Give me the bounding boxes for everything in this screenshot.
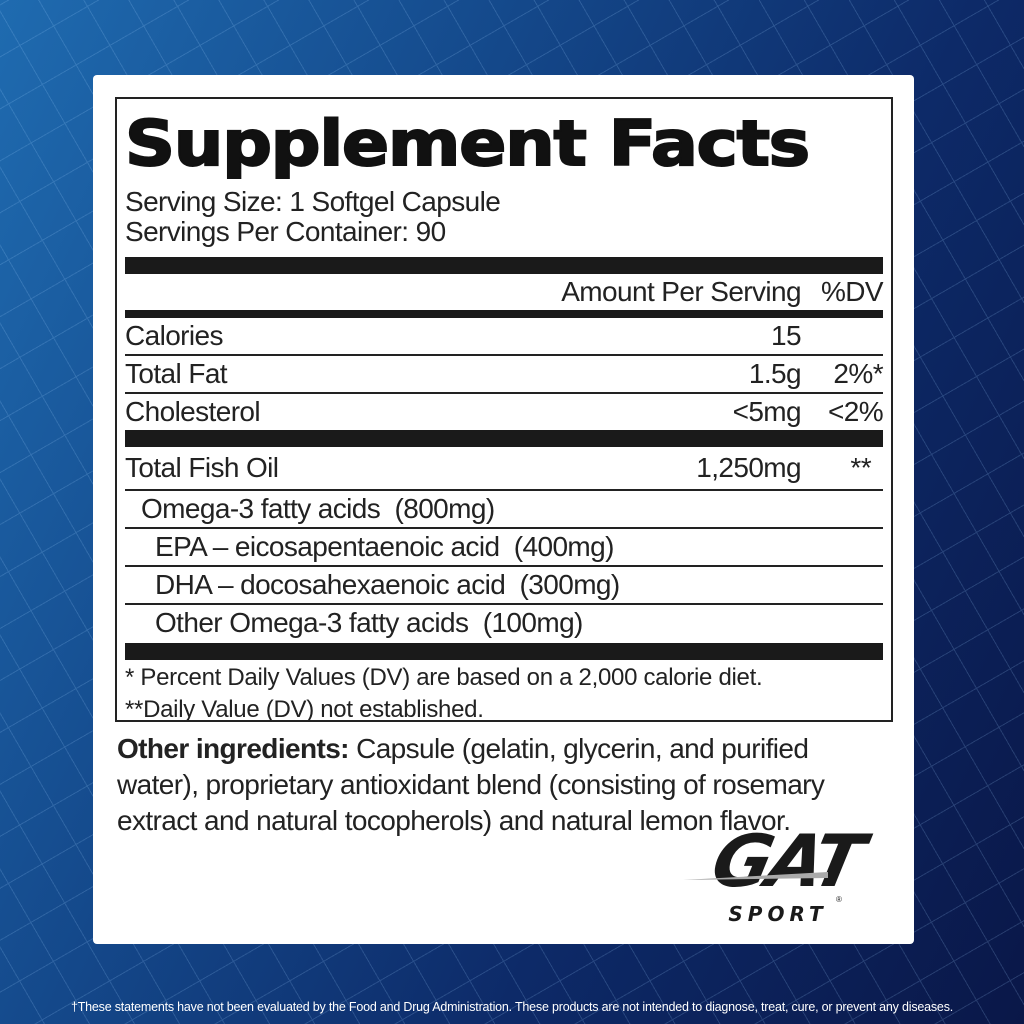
- divider-thick: [125, 257, 883, 274]
- supplement-facts-panel: Supplement Facts Serving Size: 1 Softgel…: [115, 97, 893, 723]
- nutrient-amount: <5mg: [732, 396, 802, 427]
- sub-row: EPA – eicosapentaenoic acid (400mg): [155, 531, 614, 562]
- divider: [125, 565, 883, 567]
- divider-thick: [125, 430, 883, 447]
- nutrient-name: Calories: [125, 320, 224, 351]
- other-ingredients-text: Capsule (gelatin, glycerin, and purified…: [117, 733, 825, 836]
- divider: [125, 527, 883, 529]
- nutrient-dv: 2%*: [833, 358, 883, 389]
- sub-row: Other Omega-3 fatty acids (100mg): [155, 607, 583, 638]
- amount-header: Amount Per Serving: [561, 276, 801, 307]
- nutrient-name: Total Fat: [125, 358, 228, 389]
- fish-oil-row: Total Fish Oil 1,250mg **: [125, 447, 883, 489]
- divider: [125, 489, 883, 491]
- nutrient-amount: 1,250mg: [696, 452, 801, 483]
- nutrient-name: Cholesterol: [125, 396, 261, 427]
- divider-thick: [125, 643, 883, 660]
- header-row: Amount Per Serving %DV: [125, 274, 883, 310]
- divider-medium: [125, 310, 883, 318]
- footnote: **Daily Value (DV) not established.: [125, 696, 484, 723]
- footnote: * Percent Daily Values (DV) are based on…: [125, 664, 763, 691]
- servings-per-container: Servings Per Container: 90: [125, 216, 446, 247]
- svg-text:®: ®: [836, 895, 842, 904]
- nutrient-dv: **: [850, 452, 871, 483]
- svg-text:SPORT: SPORT: [728, 902, 827, 926]
- nutrient-row: Total Fat 1.5g 2%*: [125, 356, 884, 392]
- supplement-card: Supplement Facts Serving Size: 1 Softgel…: [93, 75, 914, 944]
- nutrient-amount: 1.5g: [748, 358, 802, 389]
- dv-header: %DV: [821, 276, 884, 307]
- sub-row: Omega-3 fatty acids (800mg): [141, 493, 495, 524]
- gat-sport-logo: GAT SPORT ®: [683, 820, 877, 926]
- divider: [125, 392, 883, 394]
- nutrient-row: Calories 15: [125, 318, 883, 354]
- divider: [125, 354, 883, 356]
- nutrient-dv: <2%: [827, 396, 884, 427]
- svg-text:GAT: GAT: [705, 820, 877, 904]
- fda-disclaimer: †These statements have not been evaluate…: [70, 1000, 954, 1014]
- other-ingredients-label: Other ingredients:: [117, 733, 349, 764]
- other-ingredients: Other ingredients: Capsule (gelatin, gly…: [117, 731, 877, 839]
- nutrient-row: Cholesterol <5mg <2%: [125, 394, 884, 430]
- nutrient-amount: 15: [771, 320, 802, 351]
- divider: [125, 603, 883, 605]
- sub-row: DHA – docosahexaenoic acid (300mg): [155, 569, 620, 600]
- nutrient-name: Total Fish Oil: [125, 452, 279, 483]
- serving-size: Serving Size: 1 Softgel Capsule: [125, 186, 501, 217]
- panel-title: Supplement Facts: [124, 107, 811, 180]
